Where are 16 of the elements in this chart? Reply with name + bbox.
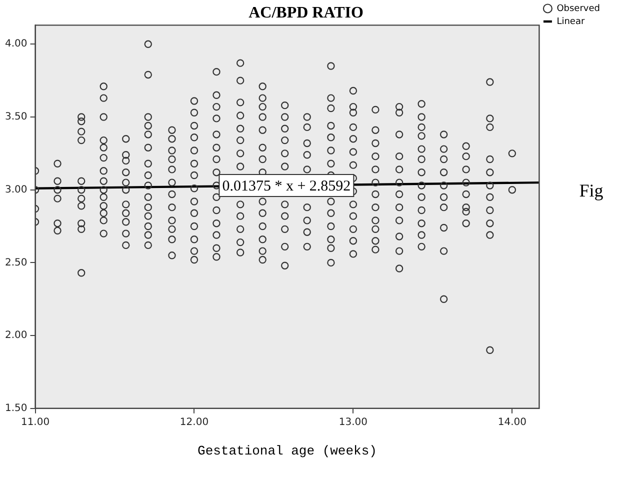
x-tick-label: 13.00 bbox=[338, 416, 368, 428]
y-tick-label: 3.00 bbox=[5, 184, 28, 196]
y-tick-label: 4.00 bbox=[5, 38, 28, 50]
chart-title: AC/BPD RATIO bbox=[248, 4, 364, 22]
y-tick-label: 2.50 bbox=[5, 257, 28, 268]
x-tick-label: 11.00 bbox=[20, 416, 50, 428]
legend-label: Observed bbox=[556, 4, 600, 14]
x-tick-label: 12.00 bbox=[180, 416, 209, 428]
y-tick-label: 2.00 bbox=[5, 330, 28, 342]
text: Fig bbox=[579, 180, 604, 201]
y-tick-label: 1.50 bbox=[5, 402, 28, 414]
x-tick-label: 14.00 bbox=[498, 416, 526, 428]
annotation: 0.01375 * x + 2.8592 bbox=[222, 178, 351, 194]
y-tick-label: 3.50 bbox=[5, 112, 28, 123]
x-axis-title: Gestational age (weeks) bbox=[198, 444, 377, 459]
legend-label: Linear bbox=[556, 16, 585, 27]
